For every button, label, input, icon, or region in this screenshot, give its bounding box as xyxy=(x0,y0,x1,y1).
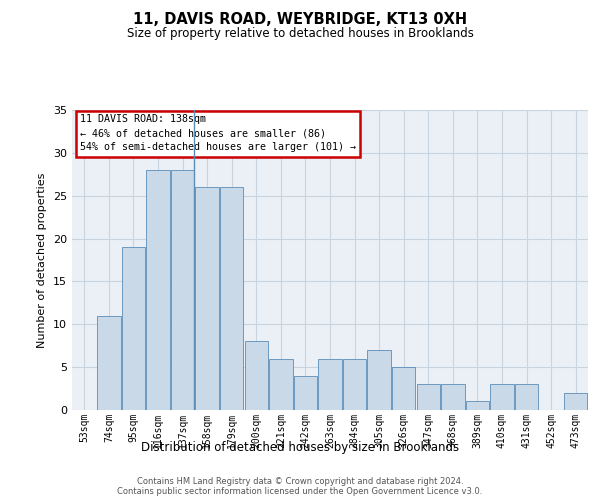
Bar xyxy=(367,350,391,410)
Bar xyxy=(146,170,170,410)
Bar xyxy=(564,393,587,410)
Y-axis label: Number of detached properties: Number of detached properties xyxy=(37,172,47,348)
Text: Distribution of detached houses by size in Brooklands: Distribution of detached houses by size … xyxy=(141,441,459,454)
Bar xyxy=(466,402,489,410)
Bar xyxy=(343,358,366,410)
Bar xyxy=(245,342,268,410)
Bar xyxy=(294,376,317,410)
Bar xyxy=(319,358,341,410)
Bar xyxy=(490,384,514,410)
Bar xyxy=(416,384,440,410)
Text: Contains public sector information licensed under the Open Government Licence v3: Contains public sector information licen… xyxy=(118,486,482,496)
Text: Size of property relative to detached houses in Brooklands: Size of property relative to detached ho… xyxy=(127,28,473,40)
Bar xyxy=(122,247,145,410)
Bar xyxy=(171,170,194,410)
Bar xyxy=(515,384,538,410)
Text: Contains HM Land Registry data © Crown copyright and database right 2024.: Contains HM Land Registry data © Crown c… xyxy=(137,476,463,486)
Bar xyxy=(196,187,219,410)
Text: 11, DAVIS ROAD, WEYBRIDGE, KT13 0XH: 11, DAVIS ROAD, WEYBRIDGE, KT13 0XH xyxy=(133,12,467,28)
Text: 11 DAVIS ROAD: 138sqm
← 46% of detached houses are smaller (86)
54% of semi-deta: 11 DAVIS ROAD: 138sqm ← 46% of detached … xyxy=(80,114,356,152)
Bar xyxy=(441,384,464,410)
Bar xyxy=(392,367,415,410)
Bar xyxy=(269,358,293,410)
Bar xyxy=(97,316,121,410)
Bar xyxy=(220,187,244,410)
